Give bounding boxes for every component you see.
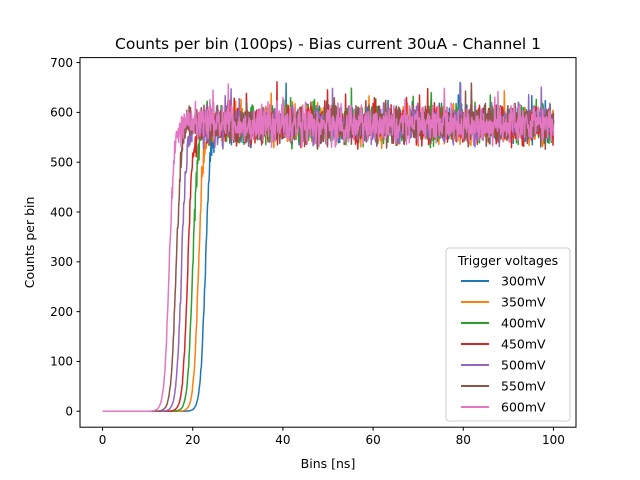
x-tick-label: 20 <box>185 433 200 447</box>
chart-title: Counts per bin (100ps) - Bias current 30… <box>115 35 541 53</box>
legend-box <box>445 247 571 422</box>
legend-label: 450mV <box>501 337 546 352</box>
y-tick-label: 0 <box>65 405 73 419</box>
x-tick-label: 100 <box>542 433 565 447</box>
legend-items: 300mV 350mV 400mV 450mV 500mV 550mV 600mV <box>461 274 546 415</box>
x-tick-label: 40 <box>275 433 290 447</box>
legend-title: Trigger voltages <box>457 253 558 268</box>
legend: Trigger voltages 300mV 350mV 400mV 450mV 500… <box>445 247 571 422</box>
x-tick-label: 0 <box>99 433 107 447</box>
x-axis-ticks: 0 20 40 60 80 100 <box>99 427 565 447</box>
y-tick-label: 200 <box>50 305 73 319</box>
y-axis-ticks: 0 100 200 300 400 500 600 700 <box>50 56 80 419</box>
legend-label: 400mV <box>501 316 546 331</box>
legend-label: 500mV <box>501 358 546 373</box>
plot-frame <box>79 57 577 428</box>
y-tick-label: 700 <box>50 56 73 70</box>
legend-label: 350mV <box>501 295 546 310</box>
y-tick-label: 300 <box>50 255 73 269</box>
legend-label: 600mV <box>501 400 546 415</box>
y-tick-label: 500 <box>50 156 73 170</box>
plot-lines <box>102 81 555 413</box>
x-tick-label: 60 <box>365 433 380 447</box>
legend-label: 300mV <box>501 274 546 289</box>
y-tick-label: 100 <box>50 355 73 369</box>
y-tick-label: 400 <box>50 205 73 219</box>
legend-label: 550mV <box>501 379 546 394</box>
y-tick-label: 600 <box>50 106 73 120</box>
x-axis-label: Bins [ns] <box>301 456 356 471</box>
y-axis-label: Counts per bin <box>22 197 37 289</box>
series-line-600mV <box>102 83 555 413</box>
x-tick-label: 80 <box>456 433 471 447</box>
